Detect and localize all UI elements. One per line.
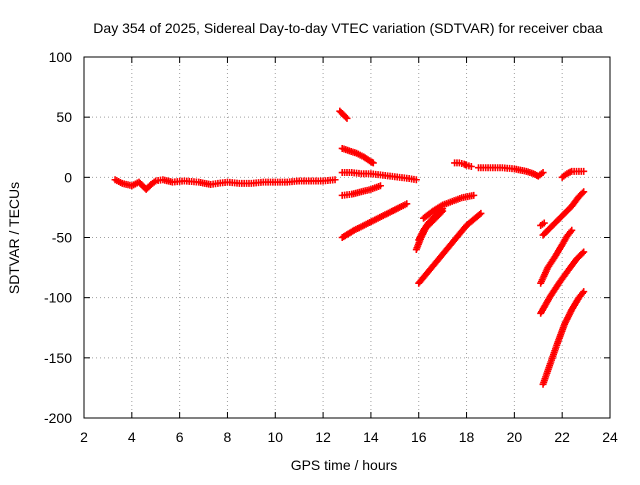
data-point xyxy=(477,209,485,217)
y-tick-label: -200 xyxy=(44,410,72,426)
y-tick-label: -100 xyxy=(44,290,72,306)
x-tick-label: 18 xyxy=(459,429,475,445)
series xyxy=(539,188,588,239)
x-tick-label: 22 xyxy=(554,429,570,445)
y-tick-label: -50 xyxy=(52,230,72,246)
series xyxy=(537,219,548,229)
series xyxy=(420,191,478,222)
data-point xyxy=(567,228,575,236)
data-point xyxy=(412,176,420,184)
series xyxy=(338,169,420,184)
grid xyxy=(84,57,610,418)
series xyxy=(338,182,384,199)
x-tick-label: 6 xyxy=(176,429,184,445)
data-point xyxy=(539,169,547,177)
data-point xyxy=(540,219,548,227)
series xyxy=(451,159,475,171)
x-tick-labels: 2 4 6 8 10 12 14 16 18 20 22 24 xyxy=(80,429,618,445)
data-point xyxy=(580,188,588,196)
series xyxy=(475,164,547,180)
series xyxy=(558,167,588,181)
data-point xyxy=(580,167,588,175)
series xyxy=(537,226,576,287)
series xyxy=(539,288,588,388)
y-tick-label: 0 xyxy=(64,169,72,185)
data-point xyxy=(476,211,484,219)
data-point xyxy=(580,288,588,296)
data-point xyxy=(369,159,377,167)
x-tick-label: 16 xyxy=(411,429,427,445)
data-point xyxy=(343,114,351,122)
x-tick-label: 14 xyxy=(363,429,379,445)
x-tick-label: 12 xyxy=(315,429,331,445)
x-tick-label: 8 xyxy=(224,429,232,445)
series xyxy=(537,248,588,317)
x-tick-label: 4 xyxy=(128,429,136,445)
data-point xyxy=(470,191,478,199)
y-tick-label: 100 xyxy=(49,49,73,65)
data-point xyxy=(568,226,576,234)
data-point xyxy=(331,176,339,184)
data-point xyxy=(580,248,588,256)
data-point xyxy=(403,200,411,208)
y-tick-labels: 100 50 0 -50 -100 -150 -200 xyxy=(44,49,72,426)
data-point xyxy=(579,289,587,297)
series xyxy=(415,209,485,287)
data-point xyxy=(342,113,350,121)
y-axis-label: SDTVAR / TECUs xyxy=(6,182,22,294)
y-tick-label: 50 xyxy=(56,109,72,125)
x-tick-label: 20 xyxy=(507,429,523,445)
series xyxy=(111,176,339,193)
series xyxy=(338,200,411,241)
chart-title: Day 354 of 2025, Sidereal Day-to-day VTE… xyxy=(93,20,603,36)
plot-frame xyxy=(83,56,611,419)
series xyxy=(338,144,377,167)
series xyxy=(415,205,447,244)
data-point xyxy=(376,182,384,190)
series xyxy=(336,107,351,122)
x-tick-label: 10 xyxy=(267,429,283,445)
data-points xyxy=(111,107,588,388)
x-tick-label: 24 xyxy=(602,429,618,445)
x-tick-label: 2 xyxy=(80,429,88,445)
y-tick-label: -150 xyxy=(44,350,72,366)
data-point xyxy=(579,189,587,197)
x-axis-label: GPS time / hours xyxy=(291,457,398,473)
data-point xyxy=(467,163,475,171)
data-point xyxy=(579,249,587,257)
